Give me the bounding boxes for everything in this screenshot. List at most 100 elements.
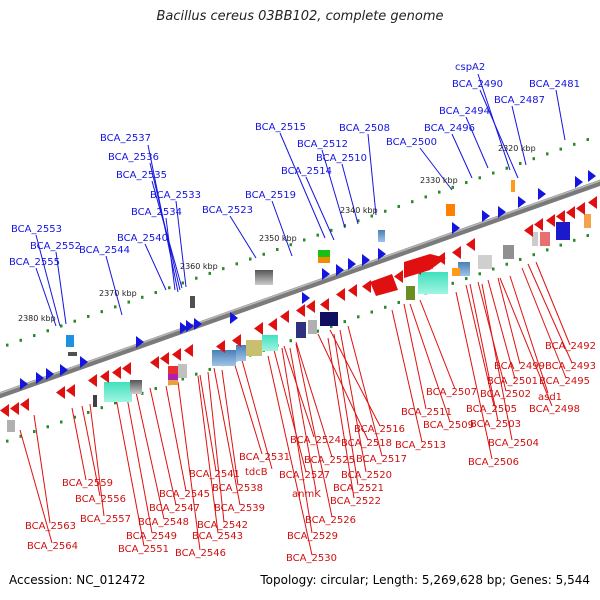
label-connector-lines <box>19 73 573 556</box>
tick-dot <box>519 161 522 165</box>
tick-dot <box>181 377 184 381</box>
connector-line <box>71 407 87 481</box>
gene-label: BCA_2517 <box>356 454 407 465</box>
tick-dot <box>87 314 90 318</box>
feature-block <box>406 286 415 300</box>
gene-arrow-forward <box>378 248 386 260</box>
gene-label: BCA_2543 <box>192 531 243 542</box>
tick-dot <box>343 320 346 324</box>
connector-line <box>295 341 333 458</box>
tick-dot <box>208 367 211 371</box>
tick-dot <box>438 190 441 194</box>
tick-dot <box>586 138 589 142</box>
gene-label: BCA_2519 <box>245 190 296 201</box>
connector-line <box>409 303 451 423</box>
connector-line <box>177 381 201 551</box>
tick-dot <box>505 166 508 170</box>
gene-label: BCA_2542 <box>197 520 248 531</box>
gene-label: BCA_2516 <box>354 424 405 435</box>
tick-dot <box>316 233 319 237</box>
gene-label: BCA_2564 <box>27 541 78 552</box>
gene-features <box>0 170 597 432</box>
gene-label: BCA_2496 <box>424 123 475 134</box>
connector-line <box>33 414 51 524</box>
connector-line <box>55 251 67 325</box>
gene-arrow-forward <box>336 264 344 276</box>
tick-dot <box>168 286 171 290</box>
gene-label: BCA_2535 <box>116 170 167 181</box>
gene-label: BCA_2505 <box>466 404 517 415</box>
gene-arrow-forward <box>60 364 68 376</box>
gene-label: BCA_2559 <box>62 478 113 489</box>
connector-line <box>465 116 489 169</box>
connector-line <box>89 403 105 517</box>
gene-arrow-reverse <box>66 384 75 397</box>
tick-dot <box>478 176 481 180</box>
gene-arrow-reverse <box>0 404 9 417</box>
gene-label: BCA_2506 <box>468 457 519 468</box>
tick-dot <box>451 281 454 285</box>
tick-dot <box>532 253 535 257</box>
gene-label: BCA_2557 <box>80 514 131 525</box>
gene-arrow-forward <box>498 206 506 218</box>
gene-arrow-reverse <box>556 210 565 223</box>
connector-line <box>419 147 453 191</box>
gene-label: BCA_2512 <box>297 139 348 150</box>
connector-line <box>35 234 61 327</box>
tick-dot <box>208 271 211 275</box>
tick-dot <box>6 343 9 347</box>
gene-label: BCA_2504 <box>488 438 539 449</box>
gene-label: BCA_2522 <box>330 496 381 507</box>
connector-line <box>329 329 381 427</box>
tick-dot <box>60 324 63 328</box>
connector-line <box>289 347 317 492</box>
gene-label: BCA_2494 <box>439 106 490 117</box>
connector-line <box>281 347 313 534</box>
gene-label: BCA_2531 <box>239 452 290 463</box>
connector-line <box>391 309 423 443</box>
tick-dot <box>289 243 292 247</box>
gene-label: anmK <box>292 489 321 500</box>
feature-block <box>168 374 178 380</box>
gene-label: BCA_2495 <box>539 376 590 387</box>
connector-line <box>521 267 567 379</box>
gene-label: BCA_2511 <box>401 407 452 418</box>
gene-arrow-reverse <box>394 270 403 283</box>
gene-label: BCA_2527 <box>279 470 330 481</box>
connector-line <box>35 267 57 327</box>
gene-label: BCA_2546 <box>175 548 226 559</box>
gene-label: BCA_2534 <box>131 207 182 218</box>
gene-arrow-reverse <box>524 224 533 237</box>
gene-arrow-reverse <box>280 310 289 323</box>
gene-label: cspA2 <box>455 62 485 73</box>
gene-arrow-forward <box>136 336 144 348</box>
feature-block <box>532 232 538 246</box>
tick-label: 2340 kbp <box>340 206 378 215</box>
gene-label: BCA_2547 <box>149 503 200 514</box>
gene-label: BCA_2490 <box>452 79 503 90</box>
feature-block <box>7 420 15 432</box>
feature-block <box>296 322 306 338</box>
connector-line <box>273 349 307 473</box>
accession-text: Accession: NC_012472 <box>9 573 146 587</box>
gene-label: BCA_2555 <box>9 257 60 268</box>
gene-arrow-forward <box>362 254 370 266</box>
connector-line <box>481 283 513 441</box>
tick-dot <box>357 219 360 223</box>
gene-arrow-reverse <box>184 344 193 357</box>
connector-line <box>267 355 313 556</box>
tick-dot <box>586 234 589 238</box>
tick-dot <box>303 238 306 242</box>
connector-line <box>229 215 257 259</box>
feature-block <box>446 204 455 216</box>
gene-label: BCA_2529 <box>287 531 338 542</box>
gene-label: BCA_2523 <box>202 205 253 216</box>
connector-line <box>165 385 187 492</box>
feature-block <box>255 270 273 285</box>
gene-arrow-forward <box>230 312 238 324</box>
gene-label: BCA_2541 <box>189 469 240 480</box>
tick-dot <box>114 401 117 405</box>
gene-label: BCA_2553 <box>11 224 62 235</box>
gene-arrow-forward <box>538 188 546 200</box>
